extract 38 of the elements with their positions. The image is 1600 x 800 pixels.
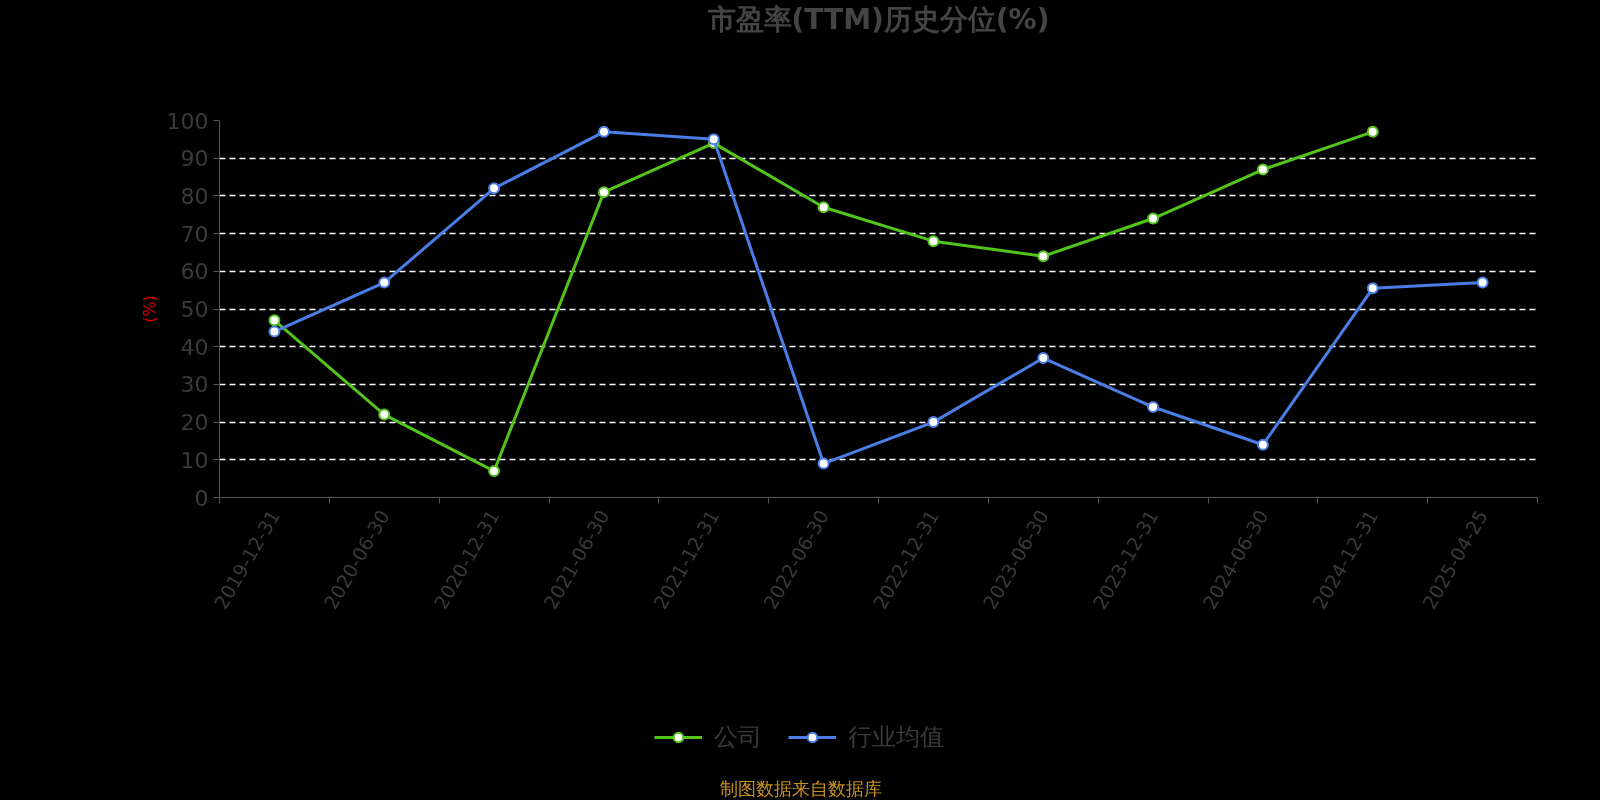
legend-label: 行业均值 <box>848 722 944 753</box>
point <box>268 314 281 327</box>
text: 制图数据来自数据库 <box>719 778 882 799</box>
point <box>1147 401 1160 414</box>
y-tick-label: 80 <box>180 183 209 209</box>
point <box>1256 163 1269 176</box>
y-tick-label: 10 <box>180 447 209 473</box>
point <box>488 182 501 195</box>
point <box>927 416 940 429</box>
point <box>707 133 720 146</box>
point <box>597 125 610 138</box>
y-tick-label: 0 <box>194 485 209 511</box>
y-axis-title: (%) <box>139 295 159 323</box>
y-tick-label: 40 <box>180 334 209 360</box>
y-tick-label: 90 <box>180 146 209 172</box>
point <box>817 457 830 470</box>
point <box>268 325 281 338</box>
point <box>1256 438 1269 451</box>
point <box>927 235 940 248</box>
legend-label: 公司 <box>714 722 762 753</box>
point <box>597 186 610 199</box>
point <box>1366 125 1379 138</box>
chart-title: 市盈率(TTM)历史分位(%) <box>706 2 1050 36</box>
y-tick-label: 60 <box>180 259 209 285</box>
point <box>378 408 391 421</box>
y-tick-label: 70 <box>180 221 209 247</box>
y-tick-label: 30 <box>180 372 209 398</box>
y-tick-label: 100 <box>166 108 209 134</box>
point <box>1037 352 1050 364</box>
y-tick-label: 50 <box>180 297 209 322</box>
point <box>488 465 501 478</box>
point <box>1366 282 1379 295</box>
y-tick-label: 20 <box>180 410 209 436</box>
point <box>1476 276 1489 289</box>
point <box>378 276 391 289</box>
point <box>817 201 830 214</box>
point <box>1037 250 1050 263</box>
point <box>1147 212 1160 225</box>
